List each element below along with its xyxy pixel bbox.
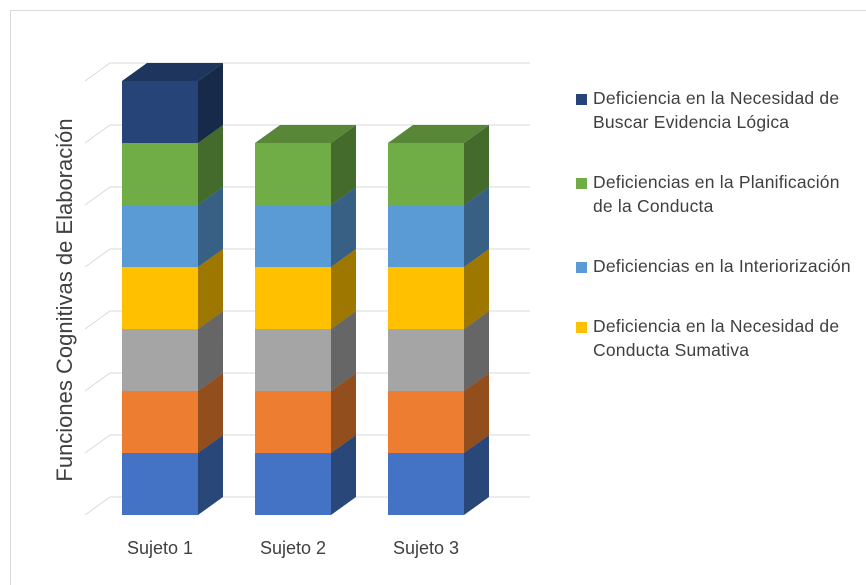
bar-side xyxy=(198,249,223,329)
legend-label: Deficiencia en la Necesidad de Conducta … xyxy=(593,316,840,360)
bar-front xyxy=(388,267,464,329)
bar-side xyxy=(464,311,489,391)
legend-label: Deficiencias en la Planificación de la C… xyxy=(593,172,840,216)
bar-front xyxy=(255,205,331,267)
bar-front xyxy=(122,143,198,205)
bar-front xyxy=(388,143,464,205)
y-axis-label: Funciones Cognitivas de Elaboración xyxy=(52,118,77,481)
bar-side xyxy=(198,125,223,205)
bar-front xyxy=(122,81,198,143)
bar-side xyxy=(331,249,356,329)
bar-segment xyxy=(255,125,356,205)
bar-top xyxy=(388,125,489,143)
bar-side xyxy=(464,125,489,205)
legend: Deficiencia en la Necesidad de Buscar Ev… xyxy=(576,86,864,398)
bar-segment xyxy=(122,187,223,267)
bar-segment xyxy=(122,63,223,143)
legend-item: Deficiencias en la Interiorización xyxy=(576,254,864,278)
bar-front xyxy=(122,329,198,391)
bar-front xyxy=(255,267,331,329)
bar-front xyxy=(255,329,331,391)
legend-swatch xyxy=(576,94,587,105)
bar-front xyxy=(122,453,198,515)
bar-front xyxy=(122,267,198,329)
bar-side xyxy=(464,435,489,515)
bar-front xyxy=(388,391,464,453)
grid-line xyxy=(84,62,530,82)
bar-front xyxy=(255,453,331,515)
bar-side xyxy=(198,373,223,453)
legend-label: Deficiencia en la Necesidad de Buscar Ev… xyxy=(593,88,840,132)
frame xyxy=(10,10,866,585)
bar-front xyxy=(255,391,331,453)
bar-side xyxy=(331,187,356,267)
bar-side xyxy=(331,311,356,391)
bar-front xyxy=(122,391,198,453)
legend-label: Deficiencias en la Interiorización xyxy=(593,256,851,276)
legend-swatch xyxy=(576,322,587,333)
bar-top xyxy=(255,125,356,143)
bar-side xyxy=(464,249,489,329)
bar-segment xyxy=(388,125,489,205)
bar-side xyxy=(464,187,489,267)
bar-side xyxy=(198,63,223,143)
bar-front xyxy=(388,329,464,391)
x-tick-label: Sujeto 2 xyxy=(260,538,326,558)
bar-side xyxy=(331,125,356,205)
bar-front xyxy=(122,205,198,267)
legend-item: Deficiencia en la Necesidad de Buscar Ev… xyxy=(576,86,864,134)
x-tick-label: Sujeto 3 xyxy=(393,538,459,558)
bar-top xyxy=(122,63,223,81)
bar-side xyxy=(198,435,223,515)
legend-item: Deficiencia en la Necesidad de Conducta … xyxy=(576,314,864,362)
bar-side xyxy=(198,187,223,267)
legend-item: Deficiencias en la Planificación de la C… xyxy=(576,170,864,218)
bar-front xyxy=(255,143,331,205)
bar-side xyxy=(198,311,223,391)
bar-side xyxy=(331,373,356,453)
legend-swatch xyxy=(576,178,587,189)
x-tick-label: Sujeto 1 xyxy=(127,538,193,558)
bar-front xyxy=(388,453,464,515)
bar-side xyxy=(464,373,489,453)
legend-swatch xyxy=(576,262,587,273)
bar-segment xyxy=(255,311,356,391)
grid-line xyxy=(84,124,530,144)
bar-front xyxy=(388,205,464,267)
bar-side xyxy=(331,435,356,515)
